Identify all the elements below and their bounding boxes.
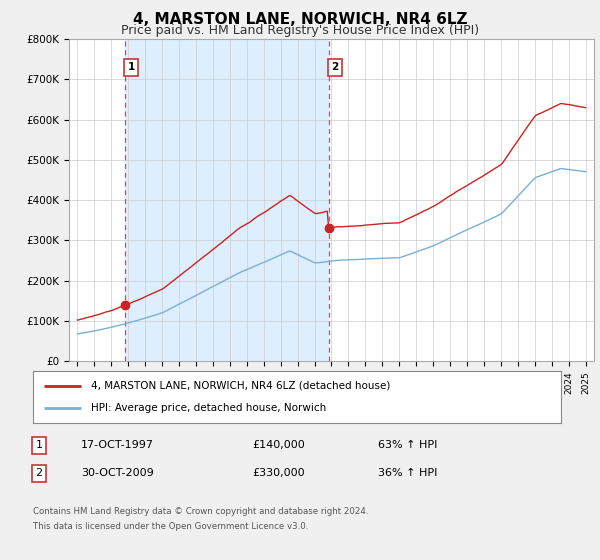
Bar: [125, 39, 329, 361]
Text: £140,000: £140,000: [252, 440, 305, 450]
Text: Price paid vs. HM Land Registry's House Price Index (HPI): Price paid vs. HM Land Registry's House …: [121, 24, 479, 36]
Text: 4, MARSTON LANE, NORWICH, NR4 6LZ (detached house): 4, MARSTON LANE, NORWICH, NR4 6LZ (detac…: [91, 381, 391, 391]
Text: £330,000: £330,000: [252, 468, 305, 478]
Text: 2: 2: [35, 468, 43, 478]
Text: 17-OCT-1997: 17-OCT-1997: [81, 440, 154, 450]
Text: 30-OCT-2009: 30-OCT-2009: [81, 468, 154, 478]
Text: This data is licensed under the Open Government Licence v3.0.: This data is licensed under the Open Gov…: [33, 522, 308, 531]
Text: HPI: Average price, detached house, Norwich: HPI: Average price, detached house, Norw…: [91, 403, 326, 413]
Text: 1: 1: [127, 62, 134, 72]
Text: 36% ↑ HPI: 36% ↑ HPI: [378, 468, 437, 478]
Text: 4, MARSTON LANE, NORWICH, NR4 6LZ: 4, MARSTON LANE, NORWICH, NR4 6LZ: [133, 12, 467, 27]
Text: Contains HM Land Registry data © Crown copyright and database right 2024.: Contains HM Land Registry data © Crown c…: [33, 507, 368, 516]
Text: 1: 1: [35, 440, 43, 450]
Text: 2: 2: [331, 62, 338, 72]
Text: 63% ↑ HPI: 63% ↑ HPI: [378, 440, 437, 450]
